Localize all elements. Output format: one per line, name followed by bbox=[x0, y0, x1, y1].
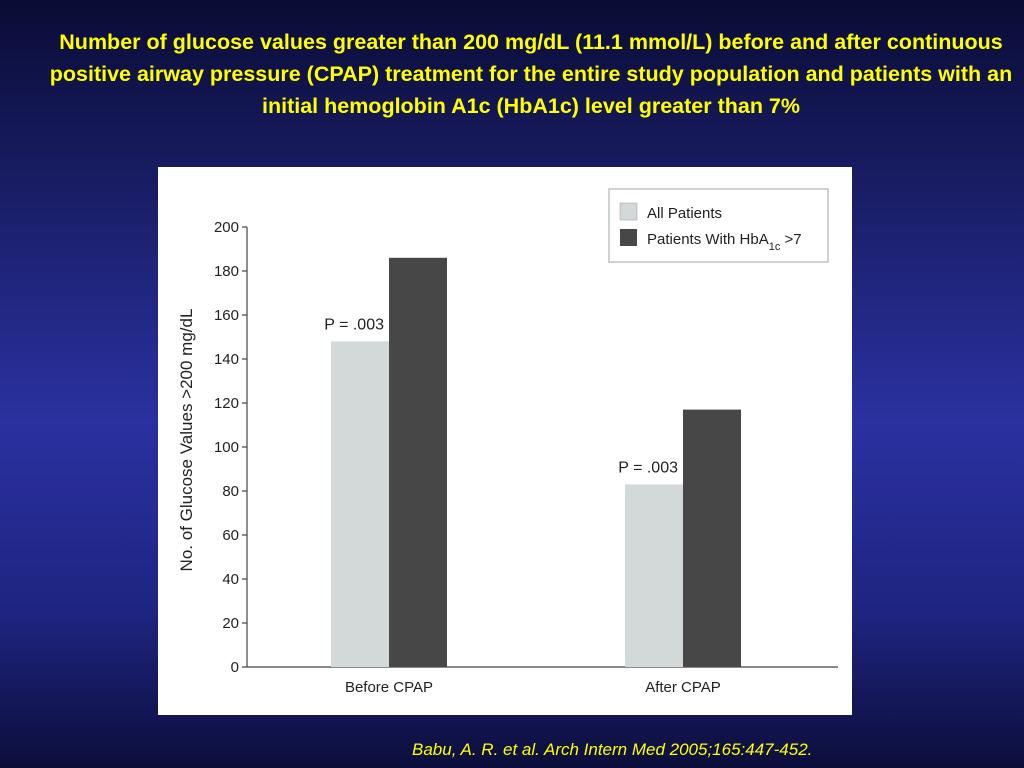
bar-all-patients bbox=[625, 484, 683, 667]
p-value-annotation: P = .003 bbox=[618, 459, 678, 476]
legend-label-hba1c-tail: >7 bbox=[780, 231, 801, 248]
y-tick-label: 120 bbox=[214, 395, 239, 412]
bar-all-patients bbox=[331, 341, 389, 667]
bar-chart: 0 20 40 60 80 100 120 140 160 180 200 Before CPAP A… bbox=[177, 188, 838, 696]
x-axis: Before CPAP After CPAP bbox=[247, 666, 838, 696]
legend-swatch-all-patients bbox=[619, 202, 638, 221]
y-tick-label: 160 bbox=[214, 307, 239, 324]
legend-box bbox=[608, 188, 829, 263]
legend: All Patients Patients With HbA1c >7 bbox=[608, 188, 829, 263]
y-tick-label: 140 bbox=[214, 351, 239, 368]
legend-label-hba1c-sub: 1c bbox=[769, 241, 781, 253]
legend-label-all-patients: All Patients bbox=[647, 205, 722, 222]
citation: Babu, A. R. et al. Arch Intern Med 2005;… bbox=[412, 740, 813, 759]
bar-hba1c bbox=[683, 409, 741, 667]
y-tick-label: 100 bbox=[214, 439, 239, 456]
y-tick-label: 40 bbox=[222, 571, 239, 588]
chart-panel: 0 20 40 60 80 100 120 140 160 180 200 Before CPAP A… bbox=[158, 167, 852, 715]
y-axis: 0 20 40 60 80 100 120 140 160 180 200 bbox=[214, 219, 248, 676]
legend-swatch-hba1c bbox=[620, 229, 637, 246]
y-tick-label: 20 bbox=[222, 615, 239, 632]
x-tick-label: Before CPAP bbox=[345, 679, 433, 696]
bars bbox=[331, 257, 741, 667]
legend-label-hba1c: Patients With HbA1c >7 bbox=[647, 231, 802, 253]
y-axis-label: No. of Glucose Values >200 mg/dL bbox=[177, 309, 196, 572]
y-tick-label: 200 bbox=[214, 219, 239, 236]
y-tick-label: 180 bbox=[214, 263, 239, 280]
y-tick-label: 80 bbox=[222, 483, 239, 500]
bar-hba1c bbox=[389, 257, 447, 667]
legend-label-hba1c-main: Patients With HbA bbox=[647, 231, 769, 248]
y-tick-label: 0 bbox=[231, 659, 239, 676]
p-value-annotation: P = .003 bbox=[324, 316, 384, 333]
annotations: P = .003 P = .003 bbox=[324, 316, 678, 476]
y-tick-label: 60 bbox=[222, 527, 239, 544]
x-tick-label: After CPAP bbox=[645, 679, 721, 696]
slide-title: Number of glucose values greater than 20… bbox=[49, 30, 1013, 118]
